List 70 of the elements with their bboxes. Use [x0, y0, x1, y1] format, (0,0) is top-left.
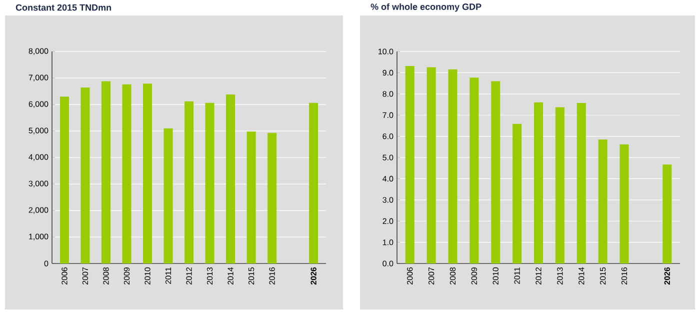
bar: [226, 94, 236, 264]
x-tick-label: 2014: [228, 268, 234, 285]
x-tick-label: 2016: [621, 268, 628, 285]
y-tick-label: 1,000: [29, 234, 48, 241]
x-tick-label: 2026: [310, 268, 316, 285]
y-tick-label: 5.0: [382, 154, 394, 161]
y-tick-label: 6,000: [28, 101, 48, 108]
chart-title: Constant 2015 TNDmn: [16, 4, 111, 11]
y-tick-label: 10.0: [378, 48, 394, 55]
y-tick-label: 7.0: [382, 112, 394, 118]
bar: [491, 81, 500, 264]
bar: [555, 108, 564, 264]
x-tick-label: 2006: [407, 268, 413, 285]
y-tick-label: 9.0: [382, 70, 394, 76]
x-tick-label: 2006: [62, 268, 68, 285]
x-tick-label: 2012: [536, 268, 542, 285]
y-tick-label: 7,000: [28, 74, 48, 82]
x-tick-label: 2013: [557, 268, 563, 285]
x-tick-label: 2010: [492, 268, 498, 285]
bar: [101, 81, 110, 264]
bar: [205, 103, 214, 264]
x-tick-label: 2008: [103, 268, 109, 285]
x-tick-label: 2011: [514, 268, 520, 284]
bar: [122, 84, 132, 264]
x-tick-label: 2008: [450, 268, 456, 285]
x-tick-label: 2010: [144, 268, 150, 285]
bar: [576, 103, 586, 264]
bar: [448, 70, 458, 264]
y-tick-label: 4,000: [28, 154, 48, 162]
y-tick-label: 6.0: [382, 134, 394, 140]
x-tick-label: 2007: [82, 268, 88, 285]
bar: [142, 84, 152, 264]
bar: [80, 88, 90, 264]
x-tick-label: 2007: [428, 268, 434, 285]
y-tick-label: 8,000: [28, 48, 48, 56]
bar: [184, 102, 194, 264]
y-tick-label: 0.0: [382, 260, 394, 267]
bar: [534, 102, 543, 264]
bar: [164, 128, 173, 264]
bar: [598, 140, 608, 264]
bar: [426, 67, 436, 264]
y-tick-label: 8.0: [382, 91, 394, 97]
y-tick-label: 1.0: [382, 240, 394, 246]
x-tick-label: 2013: [206, 268, 213, 285]
x-tick-label: 2009: [471, 268, 478, 285]
x-tick-label: 2026: [664, 268, 670, 285]
bar: [268, 133, 277, 264]
x-tick-label: 2015: [248, 268, 254, 285]
bar: [246, 132, 256, 264]
y-tick-label: 5,000: [28, 128, 48, 135]
bar: [60, 96, 69, 264]
bar: [620, 144, 629, 264]
x-tick-label: 2014: [578, 268, 584, 285]
x-tick-label: 2012: [186, 268, 192, 285]
y-tick-label: 2,000: [28, 207, 48, 214]
bar: [309, 103, 318, 264]
y-tick-label: 0: [44, 260, 48, 267]
chart-title: % of whole economy GDP: [370, 4, 482, 12]
bar: [470, 78, 479, 264]
bar: [662, 164, 672, 264]
y-tick-label: 4.0: [382, 176, 394, 182]
bar: [405, 66, 414, 264]
bar: [512, 124, 522, 264]
y-tick-label: 2.0: [382, 218, 394, 224]
x-tick-label: 2011: [165, 268, 172, 284]
y-tick-label: 3,000: [28, 180, 48, 188]
x-tick-label: 2015: [600, 268, 606, 285]
y-tick-label: 3.0: [382, 197, 394, 203]
x-tick-label: 2016: [269, 268, 275, 285]
x-tick-label: 2009: [124, 268, 130, 285]
